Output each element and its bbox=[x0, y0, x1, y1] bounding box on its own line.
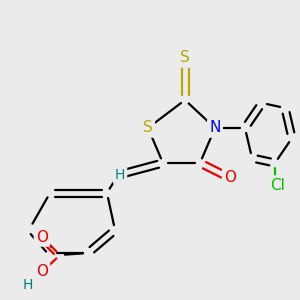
Text: S: S bbox=[180, 50, 190, 65]
Text: H: H bbox=[115, 168, 125, 182]
Text: O: O bbox=[36, 230, 48, 244]
Text: H: H bbox=[23, 278, 33, 292]
Text: N: N bbox=[209, 121, 221, 136]
Text: Cl: Cl bbox=[271, 178, 285, 193]
Text: O: O bbox=[224, 170, 236, 185]
Text: S: S bbox=[143, 121, 153, 136]
Text: O: O bbox=[36, 265, 48, 280]
